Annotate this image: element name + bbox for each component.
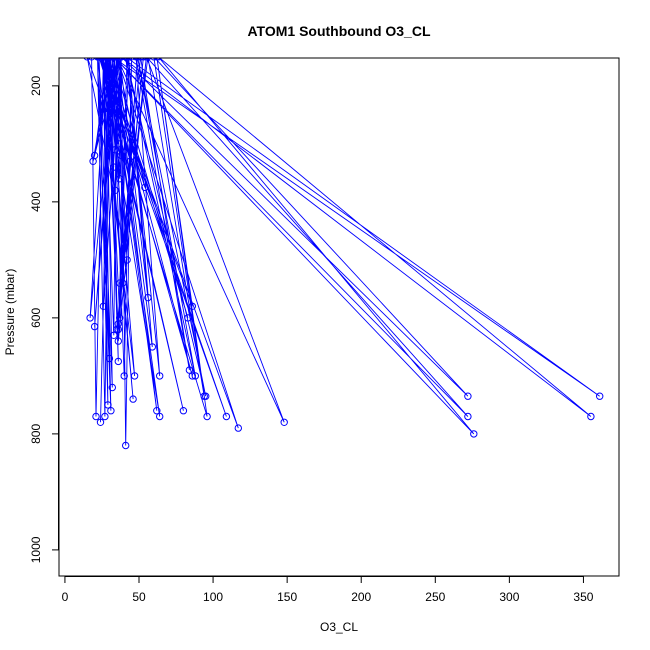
x-tick-label: 200 — [351, 590, 371, 604]
data-point — [188, 372, 197, 380]
data-point — [114, 357, 123, 366]
data-point — [185, 366, 194, 374]
data-point — [470, 430, 478, 438]
data-point — [122, 441, 130, 450]
data-point — [126, 157, 134, 166]
data-point — [156, 412, 164, 421]
data-point — [111, 186, 120, 195]
plot-frame — [58, 57, 620, 577]
data-point — [113, 58, 121, 61]
data-point — [153, 407, 161, 415]
x-axis-label: O3_CL — [320, 620, 358, 634]
plot-area — [83, 58, 604, 450]
data-point — [134, 58, 141, 61]
data-point — [110, 163, 118, 171]
data-point — [92, 412, 100, 421]
data-point — [117, 151, 125, 160]
data-point — [128, 58, 136, 61]
data-point — [108, 58, 116, 61]
x-tick-label: 150 — [277, 590, 297, 604]
y-tick-label: 1000 — [29, 536, 43, 563]
data-point — [464, 412, 472, 421]
y-tick-label: 400 — [29, 192, 43, 212]
data-point — [108, 383, 117, 392]
data-point — [587, 412, 595, 421]
data-point — [125, 58, 133, 61]
data-point — [129, 395, 137, 403]
data-point — [99, 302, 108, 310]
data-point — [107, 407, 115, 415]
data-point — [86, 314, 94, 322]
data-point — [191, 372, 200, 380]
data-point — [154, 58, 162, 61]
data-point — [122, 58, 130, 61]
data-point — [95, 58, 103, 61]
data-point — [148, 343, 157, 351]
data-point — [130, 372, 139, 380]
x-tick-label: 50 — [132, 590, 146, 604]
data-point — [123, 256, 131, 264]
data-point — [150, 58, 158, 61]
y-tick-label: 800 — [29, 424, 43, 444]
data-point — [202, 392, 210, 400]
data-point — [596, 392, 604, 400]
x-tick-label: 0 — [62, 590, 69, 604]
data-point — [144, 58, 152, 61]
data-point — [141, 183, 149, 192]
data-point — [139, 58, 147, 61]
data-point — [464, 392, 472, 400]
data-point — [88, 58, 96, 61]
data-point — [280, 418, 288, 426]
data-point — [114, 337, 123, 345]
x-tick-label: 350 — [573, 590, 593, 604]
data-point — [90, 151, 99, 160]
data-point — [116, 175, 124, 183]
data-point — [203, 412, 211, 421]
data-point — [144, 293, 152, 302]
data-point — [101, 412, 109, 421]
x-tick-label: 250 — [425, 590, 445, 604]
data-point — [104, 58, 112, 61]
data-point — [117, 58, 125, 61]
data-point — [114, 140, 123, 148]
data-point — [234, 424, 243, 432]
y-axis-label: Pressure (mbar) — [3, 269, 17, 356]
data-point — [110, 331, 118, 339]
data-point — [120, 372, 128, 380]
data-point — [113, 325, 121, 334]
data-point — [111, 146, 120, 154]
data-point — [90, 322, 99, 331]
data-point — [104, 401, 112, 409]
data-point — [137, 58, 144, 61]
data-point — [105, 354, 114, 363]
y-tick-label: 200 — [29, 76, 43, 96]
data-point — [99, 58, 107, 61]
data-point — [156, 372, 164, 380]
data-point — [120, 244, 128, 253]
x-tick-label: 100 — [203, 590, 223, 604]
data-point — [188, 302, 197, 310]
data-point — [179, 407, 188, 415]
data-point — [96, 418, 105, 426]
data-point — [184, 314, 192, 322]
x-tick-label: 300 — [499, 590, 519, 604]
data-point — [222, 412, 231, 421]
data-point — [116, 279, 124, 287]
y-tick-label: 600 — [29, 308, 43, 328]
data-point — [119, 279, 127, 287]
chart-title: ATOM1 Southbound O3_CL — [247, 23, 430, 39]
data-point — [83, 58, 91, 61]
